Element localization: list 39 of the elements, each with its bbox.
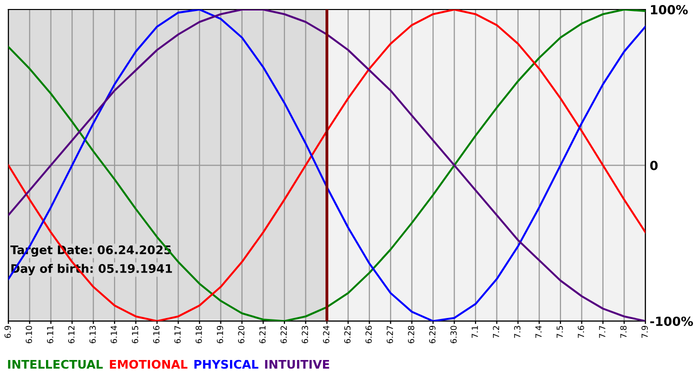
text: INTELLECTUAL bbox=[8, 360, 103, 369]
x-tick-label: 7.2 bbox=[492, 326, 500, 338]
x-tick-label: 6.27 bbox=[386, 326, 394, 344]
x-tick-label: 6.17 bbox=[174, 326, 181, 344]
x-tick-label: 6.21 bbox=[259, 326, 266, 344]
x-tick-label: 6.22 bbox=[280, 326, 287, 344]
x-tick-label: 6.19 bbox=[216, 326, 224, 344]
x-tick-label: 6.15 bbox=[132, 326, 138, 344]
y-tick-label: -100% bbox=[650, 316, 693, 326]
x-tick-label: 6.10 bbox=[26, 326, 32, 344]
x-tick-label: 7.4 bbox=[535, 326, 542, 338]
x-tick-label: 7.6 bbox=[578, 326, 584, 338]
x-tick-label: 6.9 bbox=[4, 326, 11, 338]
x-tick-label: 6.24 bbox=[323, 326, 330, 344]
text: PHYSICAL bbox=[194, 360, 258, 369]
x-tick-label: 6.23 bbox=[302, 326, 308, 344]
y-tick-label: 100% bbox=[650, 4, 688, 14]
x-tick-label: 6.12 bbox=[68, 326, 75, 344]
x-tick-label: 6.18 bbox=[196, 326, 202, 344]
x-tick-label: 6.16 bbox=[153, 326, 160, 344]
text: INTUITIVE bbox=[265, 360, 330, 369]
x-tick-label: 6.14 bbox=[110, 326, 117, 344]
x-tick-label: 6.20 bbox=[238, 326, 244, 344]
x-tick-label: 7.9 bbox=[642, 326, 648, 338]
text: EMOTIONAL bbox=[110, 360, 188, 369]
x-tick-label: 6.29 bbox=[429, 326, 436, 344]
x-tick-label: 7.1 bbox=[472, 326, 478, 338]
x-tick-label: 7.3 bbox=[514, 326, 520, 338]
x-tick-label: 6.30 bbox=[450, 326, 457, 344]
line-series bbox=[8, 10, 646, 322]
x-tick-label: 6.13 bbox=[89, 326, 96, 344]
x-tick-label: 6.26 bbox=[365, 326, 372, 344]
x-tick-label: 7.7 bbox=[599, 326, 606, 338]
x-tick-label: 6.28 bbox=[408, 326, 414, 344]
x-tick-label: 7.8 bbox=[620, 326, 627, 338]
x-tick-label: 6.11 bbox=[46, 326, 54, 344]
y-tick-label: 0 bbox=[650, 160, 658, 170]
x-tick-label: 6.25 bbox=[344, 326, 351, 344]
x-tick-label: 7.5 bbox=[556, 326, 563, 338]
